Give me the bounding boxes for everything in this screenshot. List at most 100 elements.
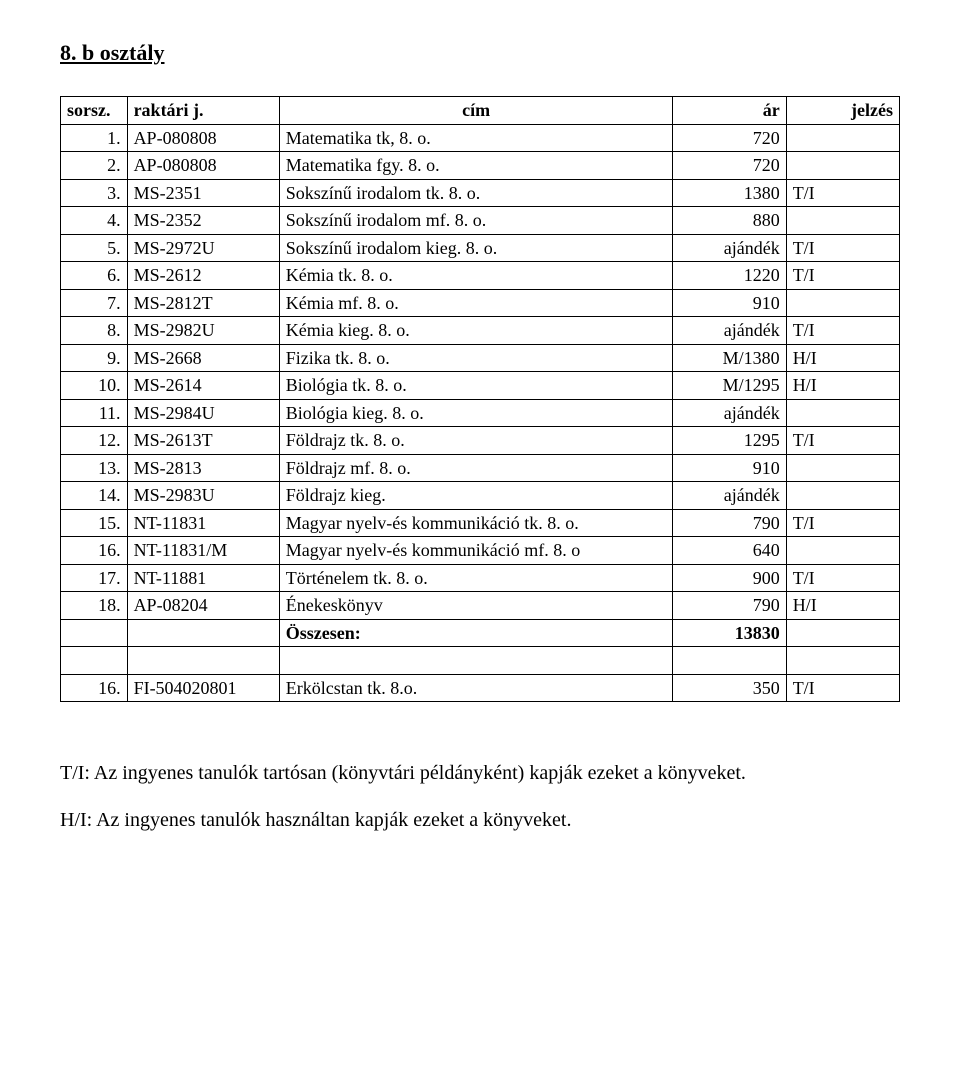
cell-mark: T/I: [786, 234, 899, 262]
cell-code: MS-2982U: [127, 317, 279, 345]
col-cim-header: cím: [279, 97, 673, 125]
cell-mark: [786, 207, 899, 235]
cell-price: 1380: [673, 179, 786, 207]
cell-sorsz: 14.: [61, 482, 128, 510]
cell-price: 720: [673, 152, 786, 180]
table-row: 4.MS-2352Sokszínű irodalom mf. 8. o.880: [61, 207, 900, 235]
cell-title: Fizika tk. 8. o.: [279, 344, 673, 372]
cell-price: 1295: [673, 427, 786, 455]
cell-sorsz: 7.: [61, 289, 128, 317]
cell-title: Matematika fgy. 8. o.: [279, 152, 673, 180]
total-value: 13830: [673, 619, 786, 647]
cell-price: 790: [673, 509, 786, 537]
cell-mark: [786, 289, 899, 317]
cell-code: MS-2612: [127, 262, 279, 290]
cell-mark: T/I: [786, 427, 899, 455]
cell-sorsz: 3.: [61, 179, 128, 207]
cell-sorsz: 2.: [61, 152, 128, 180]
booklist-table: sorsz. raktári j. cím ár jelzés 1.AP-080…: [60, 96, 900, 702]
cell-price: 910: [673, 454, 786, 482]
cell-sorsz: 1.: [61, 124, 128, 152]
cell-code: NT-11881: [127, 564, 279, 592]
cell-title: Magyar nyelv-és kommunikáció mf. 8. o: [279, 537, 673, 565]
cell-title: Kémia tk. 8. o.: [279, 262, 673, 290]
cell-code: MS-2812T: [127, 289, 279, 317]
cell-price: M/1295: [673, 372, 786, 400]
cell-mark: [786, 124, 899, 152]
cell-sorsz: 16.: [61, 537, 128, 565]
cell-mark: T/I: [786, 262, 899, 290]
note-hi: H/I: Az ingyenes tanulók használtan kapj…: [60, 809, 900, 832]
col-ar-header: ár: [673, 97, 786, 125]
cell-code: MS-2983U: [127, 482, 279, 510]
cell-mark: [786, 482, 899, 510]
table-row: 11.MS-2984UBiológia kieg. 8. o.ajándék: [61, 399, 900, 427]
cell-code: MS-2984U: [127, 399, 279, 427]
table-row: 5.MS-2972USokszínű irodalom kieg. 8. o.a…: [61, 234, 900, 262]
table-row: 8.MS-2982UKémia kieg. 8. o.ajándékT/I: [61, 317, 900, 345]
cell-code: NT-11831/M: [127, 537, 279, 565]
cell-code: MS-2972U: [127, 234, 279, 262]
notes-section: T/I: Az ingyenes tanulók tartósan (könyv…: [60, 762, 900, 832]
cell-sorsz: 17.: [61, 564, 128, 592]
cell-price: 900: [673, 564, 786, 592]
total-label: Összesen:: [279, 619, 673, 647]
table-row: 18.AP-08204Énekeskönyv790H/I: [61, 592, 900, 620]
cell-title: Kémia mf. 8. o.: [279, 289, 673, 317]
table-row: 14.MS-2983UFöldrajz kieg.ajándék: [61, 482, 900, 510]
cell-mark: H/I: [786, 592, 899, 620]
cell-sorsz: 4.: [61, 207, 128, 235]
cell-mark: [786, 399, 899, 427]
cell-sorsz: 9.: [61, 344, 128, 372]
cell-price: 1220: [673, 262, 786, 290]
cell-title: Sokszínű irodalom tk. 8. o.: [279, 179, 673, 207]
cell-title: Sokszínű irodalom kieg. 8. o.: [279, 234, 673, 262]
cell-price: ajándék: [673, 234, 786, 262]
cell-sorsz: 12.: [61, 427, 128, 455]
extra-code: FI-504020801: [127, 674, 279, 702]
cell-price: M/1380: [673, 344, 786, 372]
cell-price: 880: [673, 207, 786, 235]
cell-sorsz: 13.: [61, 454, 128, 482]
note-ti: T/I: Az ingyenes tanulók tartósan (könyv…: [60, 762, 900, 785]
cell-mark: T/I: [786, 179, 899, 207]
cell-code: MS-2351: [127, 179, 279, 207]
cell-title: Sokszínű irodalom mf. 8. o.: [279, 207, 673, 235]
cell-price: 720: [673, 124, 786, 152]
cell-code: MS-2668: [127, 344, 279, 372]
cell-sorsz: 11.: [61, 399, 128, 427]
cell-price: 910: [673, 289, 786, 317]
col-raktari-header: raktári j.: [127, 97, 279, 125]
table-row: 7.MS-2812TKémia mf. 8. o.910: [61, 289, 900, 317]
cell-title: Történelem tk. 8. o.: [279, 564, 673, 592]
cell-title: Földrajz kieg.: [279, 482, 673, 510]
table-row: 15.NT-11831Magyar nyelv-és kommunikáció …: [61, 509, 900, 537]
total-row: Összesen: 13830: [61, 619, 900, 647]
cell-title: Földrajz tk. 8. o.: [279, 427, 673, 455]
extra-title: Erkölcstan tk. 8.o.: [279, 674, 673, 702]
cell-sorsz: 18.: [61, 592, 128, 620]
cell-code: NT-11831: [127, 509, 279, 537]
cell-title: Matematika tk, 8. o.: [279, 124, 673, 152]
cell-code: MS-2613T: [127, 427, 279, 455]
cell-code: MS-2813: [127, 454, 279, 482]
cell-mark: H/I: [786, 372, 899, 400]
table-row: 1.AP-080808Matematika tk, 8. o.720: [61, 124, 900, 152]
cell-mark: T/I: [786, 564, 899, 592]
cell-title: Kémia kieg. 8. o.: [279, 317, 673, 345]
cell-price: 640: [673, 537, 786, 565]
cell-sorsz: 8.: [61, 317, 128, 345]
extra-price: 350: [673, 674, 786, 702]
extra-mark: T/I: [786, 674, 899, 702]
cell-sorsz: 5.: [61, 234, 128, 262]
cell-code: MS-2614: [127, 372, 279, 400]
table-row: 12.MS-2613TFöldrajz tk. 8. o.1295T/I: [61, 427, 900, 455]
table-row: 6.MS-2612Kémia tk. 8. o.1220T/I: [61, 262, 900, 290]
table-header-row: sorsz. raktári j. cím ár jelzés: [61, 97, 900, 125]
table-row: 17.NT-11881Történelem tk. 8. o.900T/I: [61, 564, 900, 592]
cell-mark: [786, 537, 899, 565]
cell-sorsz: 15.: [61, 509, 128, 537]
cell-sorsz: 6.: [61, 262, 128, 290]
cell-price: ajándék: [673, 482, 786, 510]
extra-sorsz: 16.: [61, 674, 128, 702]
